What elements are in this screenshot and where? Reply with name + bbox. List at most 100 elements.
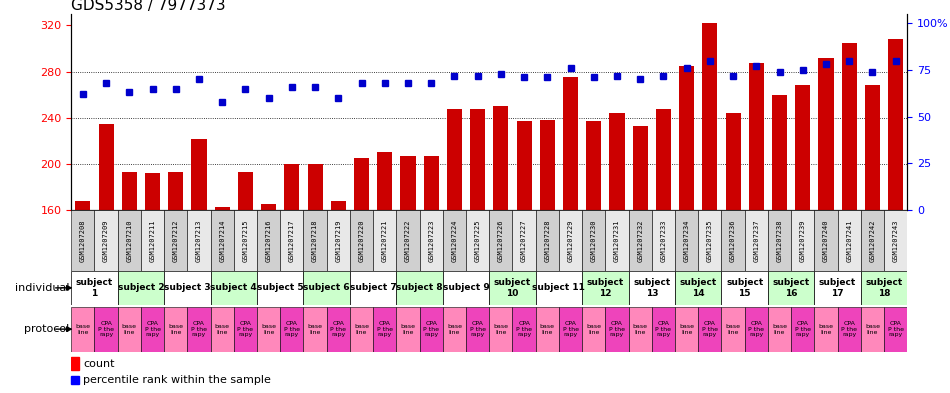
Text: subject
10: subject 10	[494, 278, 531, 298]
Bar	[280, 210, 303, 271]
Bar	[192, 139, 206, 393]
Bar	[377, 152, 392, 393]
Bar	[582, 307, 605, 352]
Bar	[582, 210, 605, 271]
Bar	[861, 210, 884, 271]
Text: percentile rank within the sample: percentile rank within the sample	[83, 375, 271, 385]
Bar	[493, 106, 508, 393]
Bar	[814, 307, 838, 352]
Bar	[698, 307, 721, 352]
Bar	[443, 271, 489, 305]
Bar	[257, 271, 303, 305]
Text: GSM1207231: GSM1207231	[614, 219, 620, 262]
Text: GSM1207227: GSM1207227	[522, 219, 527, 262]
Text: protocol: protocol	[24, 324, 69, 334]
Text: GSM1207242: GSM1207242	[869, 219, 875, 262]
Bar	[814, 210, 838, 271]
Text: GSM1207233: GSM1207233	[660, 219, 666, 262]
Bar	[420, 307, 443, 352]
Text: base
line: base line	[679, 324, 694, 334]
Bar	[308, 164, 323, 393]
Bar	[559, 210, 582, 271]
Bar	[257, 210, 280, 271]
Bar	[768, 271, 814, 305]
Text: CPA
P the
rapy: CPA P the rapy	[284, 321, 300, 338]
Bar	[489, 307, 512, 352]
Bar	[656, 108, 671, 393]
Bar	[400, 156, 415, 393]
Bar	[466, 307, 489, 352]
Bar	[582, 271, 629, 305]
Bar	[559, 307, 582, 352]
Text: GDS5358 / 7977373: GDS5358 / 7977373	[71, 0, 226, 13]
Text: base
line: base line	[864, 324, 880, 334]
Bar	[888, 39, 903, 393]
Bar	[540, 120, 555, 393]
Text: CPA
P the
rapy: CPA P the rapy	[191, 321, 207, 338]
Bar	[350, 271, 396, 305]
Bar	[702, 23, 717, 393]
Bar	[605, 307, 629, 352]
Bar	[420, 210, 443, 271]
Text: GSM1207236: GSM1207236	[731, 219, 736, 262]
Bar	[629, 307, 652, 352]
Text: GSM1207212: GSM1207212	[173, 219, 179, 262]
Bar	[536, 271, 582, 305]
Bar	[94, 210, 118, 271]
Bar	[838, 307, 861, 352]
Bar	[187, 307, 211, 352]
Text: GSM1207223: GSM1207223	[428, 219, 434, 262]
Text: subject
12: subject 12	[587, 278, 624, 298]
Text: subject 2: subject 2	[118, 283, 164, 292]
Text: CPA
P the
rapy: CPA P the rapy	[469, 321, 485, 338]
Text: subject 3: subject 3	[164, 283, 211, 292]
Bar	[443, 307, 466, 352]
Text: base
line: base line	[819, 324, 833, 334]
Bar	[861, 271, 907, 305]
Bar	[443, 210, 466, 271]
Bar	[861, 307, 884, 352]
Text: GSM1207241: GSM1207241	[846, 219, 852, 262]
Text: CPA
P the
rapy: CPA P the rapy	[702, 321, 718, 338]
Bar	[629, 210, 652, 271]
Text: subject
13: subject 13	[634, 278, 671, 298]
Bar	[721, 271, 768, 305]
Bar	[396, 307, 420, 352]
Text: subject 11: subject 11	[533, 283, 585, 292]
Bar	[71, 357, 79, 369]
Bar	[489, 271, 536, 305]
Text: CPA
P the
rapy: CPA P the rapy	[516, 321, 532, 338]
Text: GSM1207225: GSM1207225	[475, 219, 481, 262]
Text: GSM1207232: GSM1207232	[637, 219, 643, 262]
Bar	[745, 307, 768, 352]
Bar	[652, 307, 675, 352]
Text: GSM1207229: GSM1207229	[567, 219, 574, 262]
Text: CPA
P the
rapy: CPA P the rapy	[331, 321, 347, 338]
Bar	[373, 307, 396, 352]
Bar	[327, 307, 350, 352]
Bar	[187, 210, 211, 271]
Bar	[772, 95, 787, 393]
Bar	[814, 271, 861, 305]
Text: base
line: base line	[168, 324, 183, 334]
Bar	[350, 307, 373, 352]
Text: GSM1207228: GSM1207228	[544, 219, 550, 262]
Bar	[145, 173, 160, 393]
Text: GSM1207209: GSM1207209	[104, 219, 109, 262]
Text: CPA
P the
rapy: CPA P the rapy	[795, 321, 810, 338]
Bar	[726, 113, 741, 393]
Text: GSM1207239: GSM1207239	[800, 219, 806, 262]
Bar	[768, 210, 791, 271]
Bar	[633, 126, 648, 393]
Text: subject
18: subject 18	[865, 278, 902, 298]
Bar	[446, 108, 462, 393]
Text: base
line: base line	[215, 324, 230, 334]
Bar	[71, 210, 94, 271]
Bar	[679, 66, 694, 393]
Text: GSM1207224: GSM1207224	[451, 219, 457, 262]
Bar	[884, 210, 907, 271]
Text: base
line: base line	[261, 324, 276, 334]
Text: GSM1207217: GSM1207217	[289, 219, 294, 262]
Text: GSM1207216: GSM1207216	[266, 219, 272, 262]
Bar	[211, 307, 234, 352]
